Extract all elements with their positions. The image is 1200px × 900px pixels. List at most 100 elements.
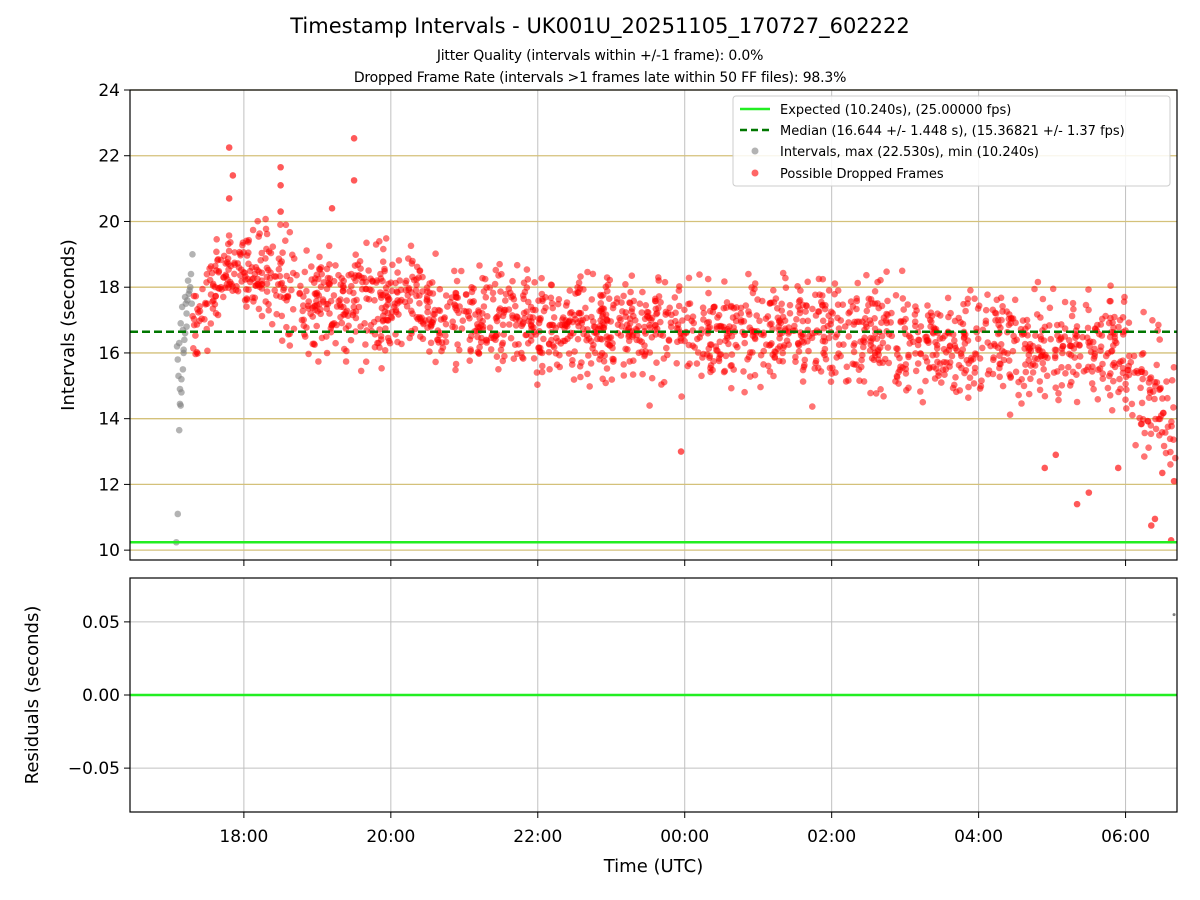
dropped-frame-point <box>858 356 865 364</box>
dropped-frame-point <box>998 316 1005 324</box>
dropped-frame-point <box>674 338 681 346</box>
dropped-frame-point <box>546 366 553 373</box>
dropped-frame-point <box>673 360 680 367</box>
dropped-frame-point <box>238 266 245 274</box>
dropped-frame-point <box>768 340 775 347</box>
dropped-frame-point <box>339 287 347 295</box>
legend-expected-label: Expected (10.240s), (25.00000 fps) <box>780 103 1011 118</box>
dropped-frame-point <box>1004 350 1011 357</box>
dropped-frame-point <box>348 282 355 290</box>
dropped-frame-point <box>1003 308 1010 315</box>
dropped-frame-outlier <box>1114 464 1122 472</box>
dropped-frame-point <box>572 290 579 297</box>
dropped-frame-point <box>406 297 414 305</box>
dropped-frame-point <box>912 350 919 357</box>
dropped-frame-point <box>917 350 924 357</box>
dropped-frame-point <box>1116 316 1124 324</box>
dropped-frame-point <box>1061 325 1069 332</box>
dropped-frame-point <box>213 248 220 256</box>
dropped-frame-point <box>795 348 803 355</box>
dropped-frame-point <box>549 304 556 312</box>
dropped-frame-point <box>510 355 518 363</box>
dropped-frame-point <box>760 361 767 368</box>
dropped-frame-point <box>770 372 777 380</box>
dropped-frame-point <box>548 281 555 289</box>
dropped-frame-point <box>604 287 611 295</box>
dropped-frame-point <box>1123 386 1130 394</box>
dropped-frame-point <box>689 313 697 321</box>
dropped-frame-point <box>1069 299 1077 307</box>
dropped-frame-point <box>1043 372 1051 380</box>
dropped-frame-point <box>472 311 479 318</box>
dropped-frame-point <box>996 352 1003 360</box>
dropped-frame-point <box>859 351 866 359</box>
intervals-y-tick-label: 24 <box>98 81 120 101</box>
dropped-frame-point <box>225 232 233 239</box>
dropped-frame-point <box>463 291 470 298</box>
dropped-frame-point <box>941 332 948 340</box>
dropped-frame-point <box>466 357 474 365</box>
dropped-frame-point <box>628 333 636 340</box>
dropped-frame-point <box>685 341 693 349</box>
dropped-frame-point <box>1036 378 1044 385</box>
dropped-frame-point <box>1129 411 1136 419</box>
dropped-frame-point <box>565 350 573 357</box>
dropped-frame-outlier <box>225 195 233 202</box>
dropped-frame-point <box>1139 375 1146 383</box>
dropped-frame-point <box>623 321 631 329</box>
dropped-frame-point <box>599 375 606 383</box>
dropped-frame-point <box>850 348 858 356</box>
dropped-frame-point <box>1149 317 1156 324</box>
dropped-frame-point <box>545 348 553 356</box>
dropped-frame-point <box>1134 369 1142 377</box>
dropped-frame-point <box>705 289 712 297</box>
dropped-frame-point <box>330 292 338 299</box>
dropped-frame-point <box>318 270 326 278</box>
dropped-frame-point <box>1122 380 1129 388</box>
dropped-frame-point <box>1155 321 1162 329</box>
dropped-frame-point <box>273 310 281 318</box>
dropped-frame-point <box>1065 363 1072 371</box>
dropped-frame-point <box>381 308 389 315</box>
dropped-frame-point <box>1132 441 1139 449</box>
dropped-frame-point <box>658 381 665 388</box>
dropped-frame-point <box>603 274 611 281</box>
dropped-frame-point <box>835 325 843 332</box>
dropped-frame-point <box>989 370 997 378</box>
dropped-frame-point <box>877 276 884 284</box>
dropped-frame-point <box>805 347 812 355</box>
dropped-frame-point <box>1086 342 1093 350</box>
dropped-frame-point <box>269 243 277 250</box>
dropped-frame-point <box>714 314 721 321</box>
dropped-frame-point <box>1065 337 1073 344</box>
dropped-frame-point <box>715 355 723 362</box>
dropped-frame-point <box>323 333 330 340</box>
dropped-frame-point <box>378 365 385 372</box>
dropped-frame-point <box>740 331 748 339</box>
dropped-frame-point <box>674 321 682 329</box>
dropped-frame-point <box>424 303 432 311</box>
dropped-frame-point <box>607 334 615 341</box>
dropped-frame-point <box>608 376 616 383</box>
dropped-frame-point <box>451 267 458 275</box>
dropped-frame-point <box>997 324 1004 332</box>
dropped-frame-point <box>970 380 978 387</box>
dropped-frame-point <box>470 285 477 292</box>
dropped-frame-point <box>1137 384 1144 392</box>
dropped-frame-point <box>505 285 513 293</box>
interval-point <box>184 277 192 284</box>
dropped-frame-point <box>1153 361 1160 369</box>
dropped-frame-point <box>1071 354 1078 361</box>
dropped-frame-point <box>1007 373 1014 380</box>
dropped-frame-point <box>415 274 423 281</box>
dropped-frame-point <box>316 265 323 273</box>
dropped-frame-point <box>1023 316 1031 324</box>
dropped-frame-point <box>375 339 382 347</box>
dropped-frame-point <box>782 284 790 292</box>
dropped-frame-point <box>906 340 913 347</box>
interval-point <box>182 300 190 307</box>
dropped-frame-point <box>589 270 597 278</box>
dropped-frame-point <box>265 307 273 314</box>
dropped-frame-point <box>255 233 262 240</box>
dropped-frame-point <box>222 271 229 279</box>
